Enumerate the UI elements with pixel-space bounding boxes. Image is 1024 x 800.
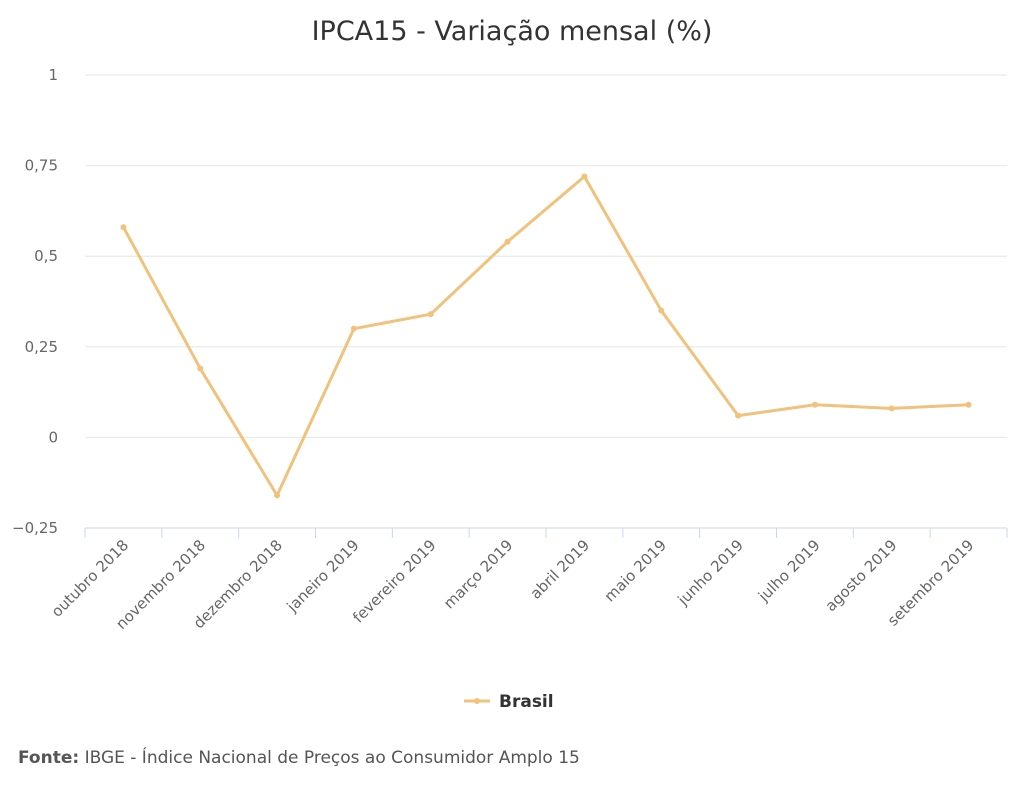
x-tick-label: junho 2019 [674, 536, 747, 609]
x-tick-label: outubro 2018 [48, 536, 133, 621]
y-tick-label: −0,25 [12, 519, 58, 537]
y-tick-label: 0,75 [25, 157, 58, 175]
series-group [120, 173, 972, 499]
chart-title: IPCA15 - Variação mensal (%) [312, 16, 713, 47]
data-point[interactable] [735, 412, 742, 419]
x-tick-label: abril 2019 [527, 536, 594, 603]
data-point[interactable] [197, 365, 204, 372]
x-tick-label: julho 2019 [754, 536, 824, 606]
data-point[interactable] [120, 224, 127, 231]
data-point[interactable] [811, 401, 818, 408]
source-label: Fonte: [18, 748, 80, 768]
y-tick-label: 0 [48, 428, 58, 446]
x-tick-label: janeiro 2019 [283, 536, 363, 616]
data-point[interactable] [274, 492, 281, 499]
data-point[interactable] [427, 311, 434, 318]
source-text: IBGE - Índice Nacional de Preços ao Cons… [79, 748, 580, 768]
legend[interactable]: Brasil [464, 692, 554, 712]
legend-dot-marker [474, 698, 480, 704]
x-tick-label: março 2019 [440, 536, 516, 612]
gridlines [85, 74, 1007, 438]
source-note: Fonte: IBGE - Índice Nacional de Preços … [18, 748, 580, 768]
y-tick-label: 0,5 [34, 247, 58, 265]
y-axis: 1 0,75 0,5 0,25 0 −0,25 [12, 66, 58, 537]
data-point[interactable] [350, 325, 357, 332]
data-point[interactable] [888, 405, 895, 412]
series-line-brasil [121, 174, 971, 497]
x-tick-label: maio 2019 [601, 536, 670, 605]
x-tick-label: fevereiro 2019 [349, 536, 439, 626]
data-point[interactable] [504, 238, 511, 245]
y-tick-label: 1 [48, 66, 58, 84]
legend-item-brasil[interactable]: Brasil [499, 692, 554, 712]
x-tick-label: agosto 2019 [822, 536, 901, 615]
data-point[interactable] [658, 307, 665, 314]
data-point[interactable] [965, 401, 972, 408]
data-point[interactable] [581, 173, 588, 180]
y-tick-label: 0,25 [25, 338, 58, 356]
